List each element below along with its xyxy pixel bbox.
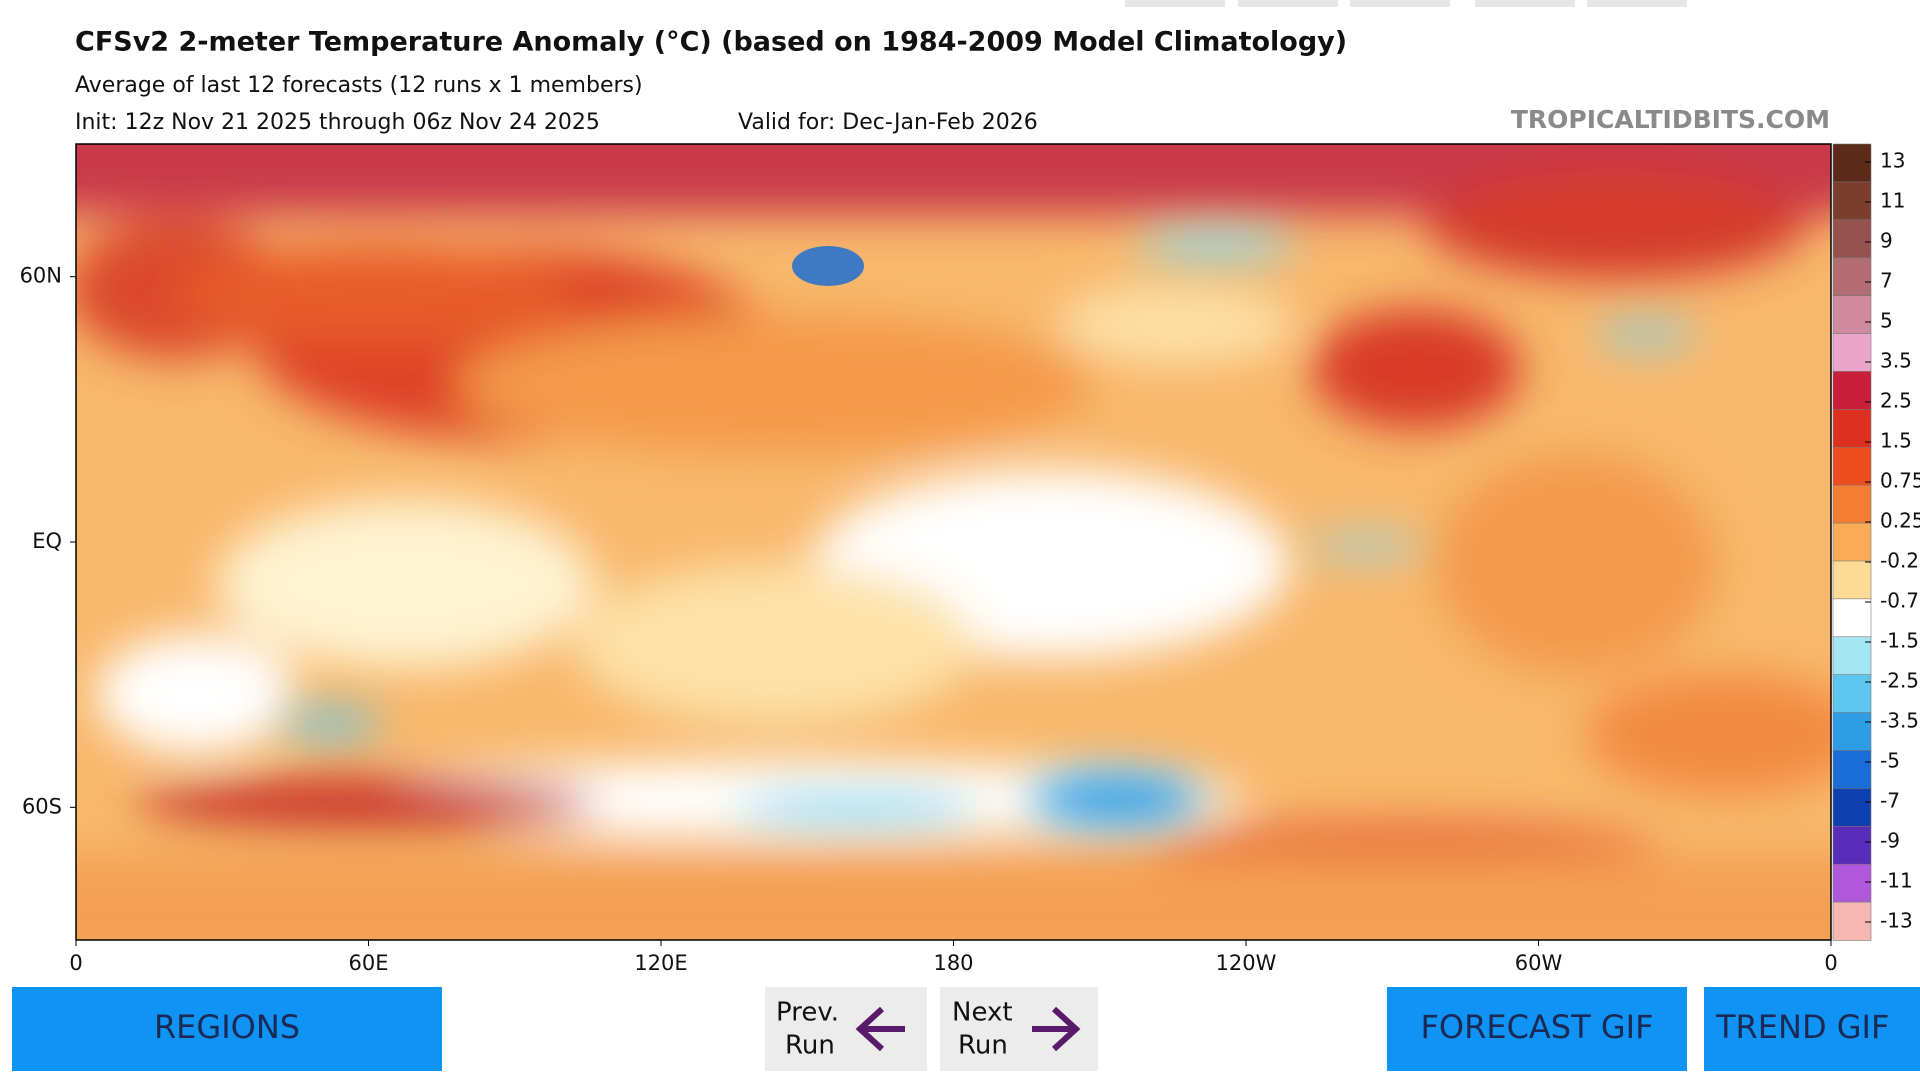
button-label: Prev. — [776, 998, 839, 1028]
lon-label: 120W — [1216, 951, 1277, 975]
colorbar-label: -1.5 — [1880, 629, 1919, 653]
colorbar-label: -7 — [1880, 789, 1900, 813]
watermark: TROPICALTIDBITS.COM — [1511, 105, 1830, 134]
colorbar-label: 5 — [1880, 309, 1893, 333]
button-label: Run — [958, 1031, 1008, 1061]
colorbar-label: -11 — [1880, 869, 1913, 893]
button-label: Next — [952, 998, 1013, 1028]
colorbar-swatch — [1832, 863, 1872, 903]
colorbar-swatch — [1832, 598, 1872, 638]
prev-run-button[interactable]: Prev. Run — [765, 987, 927, 1071]
colorbar-label: -2.5 — [1880, 669, 1919, 693]
colorbar-label: 3.5 — [1880, 349, 1912, 373]
subtitle: Average of last 12 forecasts (12 runs x … — [75, 73, 643, 98]
lon-label: 60W — [1515, 951, 1563, 975]
colorbar-label: 7 — [1880, 269, 1893, 293]
colorbar-label: 9 — [1880, 229, 1893, 253]
colorbar-label: -13 — [1880, 909, 1913, 933]
button-label: FORECAST GIF — [1421, 1008, 1654, 1046]
button-label: Run — [785, 1031, 835, 1061]
cold-anomaly — [792, 246, 864, 286]
colorbar-label: -0.75 — [1880, 589, 1920, 613]
colorbar-swatch — [1832, 750, 1872, 790]
button-label: REGIONS — [154, 1008, 300, 1046]
arrow-right — [1032, 1006, 1081, 1052]
colorbar-swatch — [1832, 181, 1872, 221]
button-label: TREND GIF — [1715, 1008, 1889, 1046]
next-run-button[interactable]: Next Run — [940, 987, 1098, 1071]
colorbar-swatch — [1832, 712, 1872, 752]
lat-label: 60S — [22, 794, 62, 818]
lon-label: 180 — [933, 951, 973, 975]
lon-label: 0 — [69, 951, 82, 975]
colorbar-label: 13 — [1880, 149, 1905, 173]
lat-label: EQ — [32, 529, 62, 553]
colorbar-swatch — [1832, 560, 1872, 600]
colorbar-swatch — [1832, 219, 1872, 259]
colorbar-swatch — [1832, 333, 1872, 373]
trend-gif-button[interactable]: TREND GIF — [1704, 987, 1920, 1071]
colorbar-swatch — [1832, 522, 1872, 562]
colorbar-swatch — [1832, 901, 1872, 941]
lon-label: 60E — [349, 951, 389, 975]
colorbar-label: 11 — [1880, 189, 1905, 213]
colorbar-label: -5 — [1880, 749, 1900, 773]
colorbar: 13 11 9 7 5 3.5 2.5 1.5 0.75 0.25 -0.25 -0.75 -1.5 -2… — [1832, 143, 1920, 941]
colorbar-label: 0.75 — [1880, 469, 1920, 493]
colorbar-swatch — [1832, 636, 1872, 676]
map — [75, 143, 1832, 941]
colorbar-label: 0.25 — [1880, 509, 1920, 533]
colorbar-label: -0.25 — [1880, 549, 1920, 573]
lon-label: 0 — [1824, 951, 1837, 975]
colorbar-swatch — [1832, 788, 1872, 828]
forecast-gif-button[interactable]: FORECAST GIF — [1387, 987, 1687, 1071]
colorbar-swatch — [1832, 674, 1872, 714]
lat-label: 60N — [20, 264, 62, 288]
colorbar-swatch — [1832, 295, 1872, 335]
colorbar-label: 1.5 — [1880, 429, 1912, 453]
title: CFSv2 2-meter Temperature Anomaly (°C) (… — [75, 27, 1347, 58]
regions-button[interactable]: REGIONS — [12, 987, 442, 1071]
colorbar-label: 2.5 — [1880, 389, 1912, 413]
colorbar-swatch — [1832, 446, 1872, 486]
colorbar-swatch — [1832, 484, 1872, 524]
valid-time: Valid for: Dec-Jan-Feb 2026 — [738, 110, 1038, 135]
colorbar-label: -3.5 — [1880, 709, 1919, 733]
arrow-left — [855, 1006, 905, 1052]
init-time: Init: 12z Nov 21 2025 through 06z Nov 24… — [75, 110, 600, 135]
lon-label: 120E — [634, 951, 687, 975]
colorbar-label: -9 — [1880, 829, 1900, 853]
colorbar-swatch — [1832, 257, 1872, 297]
top-tabs — [1125, 0, 1687, 7]
colorbar-swatch — [1832, 143, 1872, 183]
colorbar-swatch — [1832, 825, 1872, 865]
colorbar-swatch — [1832, 371, 1872, 411]
